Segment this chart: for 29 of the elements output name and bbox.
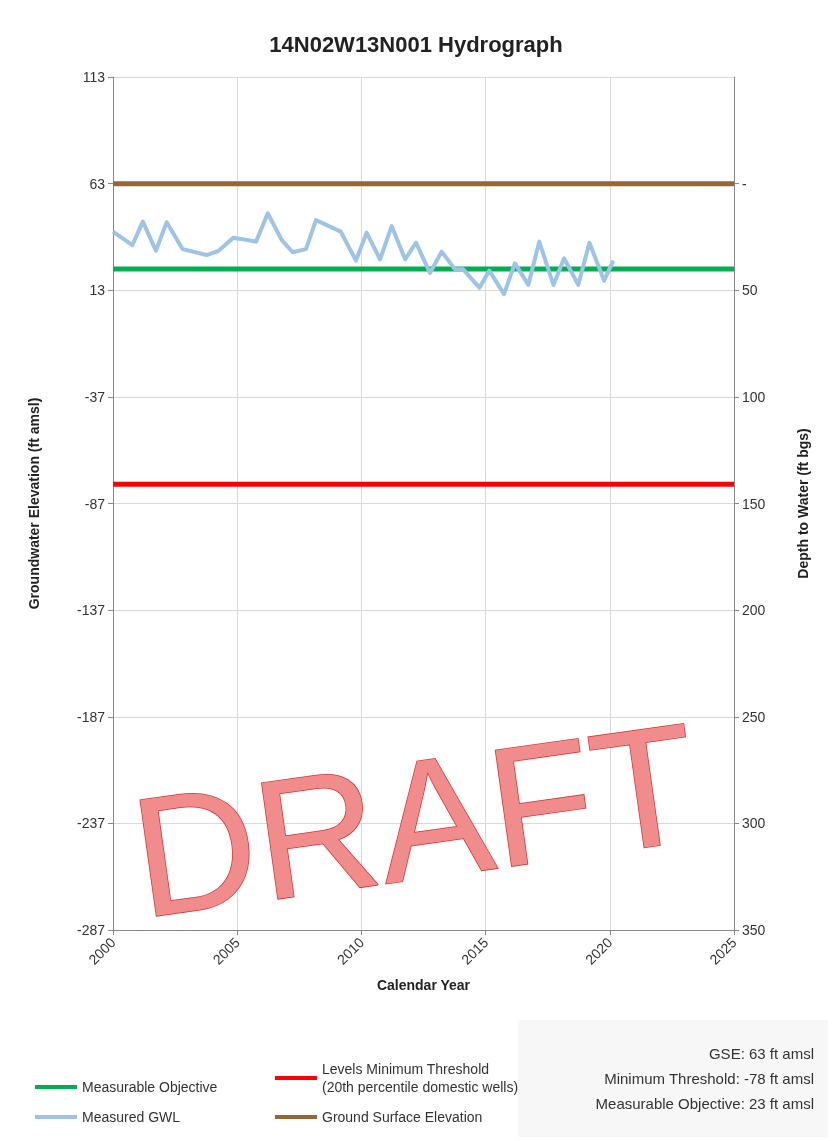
y-tick-label: 63	[89, 175, 106, 192]
y-tick-label: -237	[76, 815, 106, 832]
x-axis-title: Calendar Year	[376, 977, 471, 993]
y-axis-title: Groundwater Elevation (ft amsl)	[26, 397, 42, 610]
legend-label: Measurable Objective	[82, 1079, 218, 1095]
y2-tick-label: 50	[742, 282, 758, 299]
text: GSE: 63 ft amsl	[708, 1045, 814, 1062]
y-tick-label: -187	[76, 708, 106, 725]
y-tick-label: 113	[82, 69, 106, 85]
text: Minimum Threshold: -78 ft amsl	[604, 1070, 814, 1087]
y-tick-label: 13	[89, 282, 106, 299]
legend-label: Levels Minimum Threshold (20th percentile domestic wells)	[322, 1061, 519, 1095]
y-tick-label: -37	[84, 388, 106, 405]
y-tick-label: -137	[76, 602, 106, 619]
y2-tick-label: 100	[742, 388, 766, 405]
y2-tick-label: 150	[742, 495, 766, 512]
y2-tick-label: 200	[742, 602, 766, 619]
y2-tick-label: 300	[742, 815, 766, 832]
y-tick-label: -287	[76, 922, 106, 938]
chart-title: 14N02W13N001 Hydrograph	[269, 31, 563, 57]
text: Measurable Objective: 23 ft amsl	[595, 1095, 814, 1112]
legend-label: Ground Surface Elevation	[322, 1109, 483, 1125]
y-tick-label: -87	[84, 495, 106, 512]
y2-tick-label: -	[742, 175, 747, 192]
y2-tick-label: 250	[742, 708, 766, 725]
y2-axis-title: Depth to Water (ft bgs)	[795, 428, 811, 579]
line-series	[111, 211, 616, 297]
legend-label: Measured GWL	[82, 1109, 181, 1125]
y2-tick-label: 350	[742, 922, 766, 938]
